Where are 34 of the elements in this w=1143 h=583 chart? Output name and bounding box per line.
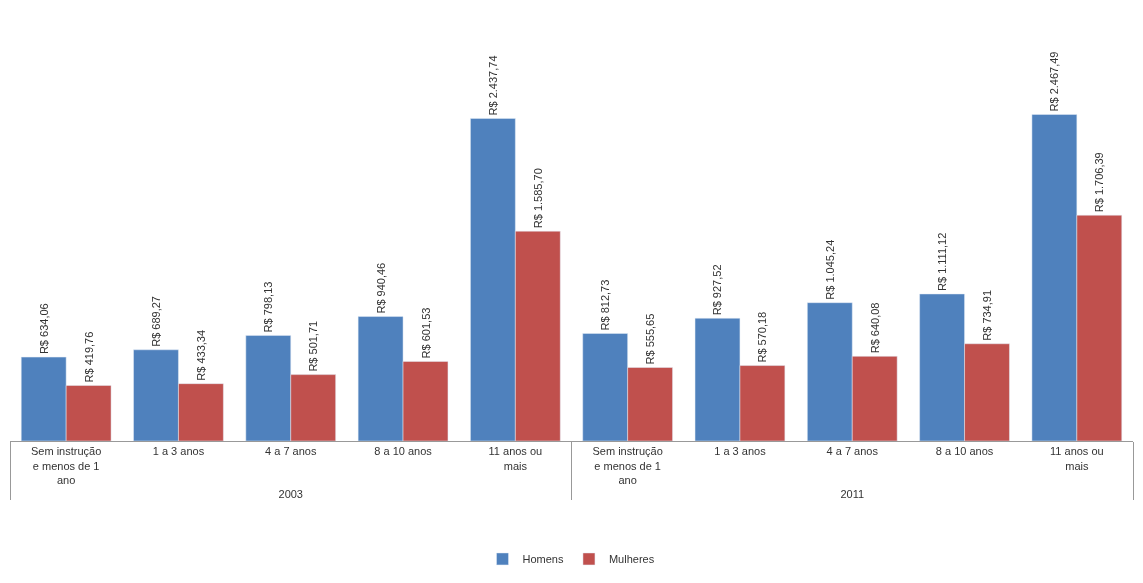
- x-tick-label: 11 anos ou mais: [1050, 445, 1104, 472]
- x-tick-label: Sem instrução e menos de 1 ano: [592, 445, 663, 486]
- text: 2003: [278, 487, 303, 500]
- data-label: R$ 419,76: [82, 331, 95, 383]
- data-label: R$ 1.045,24: [823, 239, 836, 300]
- data-label: R$ 689,27: [149, 296, 162, 347]
- x-tick-label: 8 a 10 anos: [935, 445, 994, 458]
- x-tick-label: 1 a 3 anos: [152, 445, 205, 458]
- x-tick-label: 4 a 7 anos: [265, 445, 317, 458]
- data-label: R$ 570,18: [756, 311, 769, 363]
- x-tick-label: 4 a 7 anos: [826, 445, 879, 458]
- data-label: R$ 1.706,39: [1093, 152, 1106, 213]
- x-tick-label: 11 anos ou mais: [488, 445, 543, 472]
- data-label: R$ 1.111,12: [936, 232, 949, 291]
- legend-label: Homens: [522, 553, 564, 566]
- data-label: R$ 1.585,70: [531, 168, 544, 229]
- data-label: R$ 812,73: [599, 279, 612, 331]
- data-label: R$ 940,46: [374, 262, 387, 314]
- data-label: R$ 501,71: [307, 320, 320, 372]
- data-label: R$ 927,52: [711, 264, 724, 316]
- data-label: R$ 601,53: [419, 307, 432, 359]
- data-label: R$ 2.467,49: [1048, 51, 1061, 112]
- data-label: R$ 734,91: [981, 289, 994, 341]
- x-tick-label: 8 a 10 anos: [374, 445, 433, 458]
- data-label: R$ 555,65: [644, 313, 657, 365]
- data-label: R$ 634,06: [37, 303, 50, 355]
- data-label: R$ 640,08: [868, 302, 881, 354]
- data-label: R$ 2.437,74: [486, 55, 499, 116]
- text: 2011: [840, 487, 865, 500]
- data-label: R$ 433,34: [194, 329, 207, 381]
- x-tick-label: Sem instrução e menos de 1 ano: [30, 445, 102, 486]
- x-tick-label: 1 a 3 anos: [714, 445, 767, 458]
- data-label: R$ 798,13: [262, 281, 275, 333]
- legend-label: Mulheres: [608, 553, 655, 566]
